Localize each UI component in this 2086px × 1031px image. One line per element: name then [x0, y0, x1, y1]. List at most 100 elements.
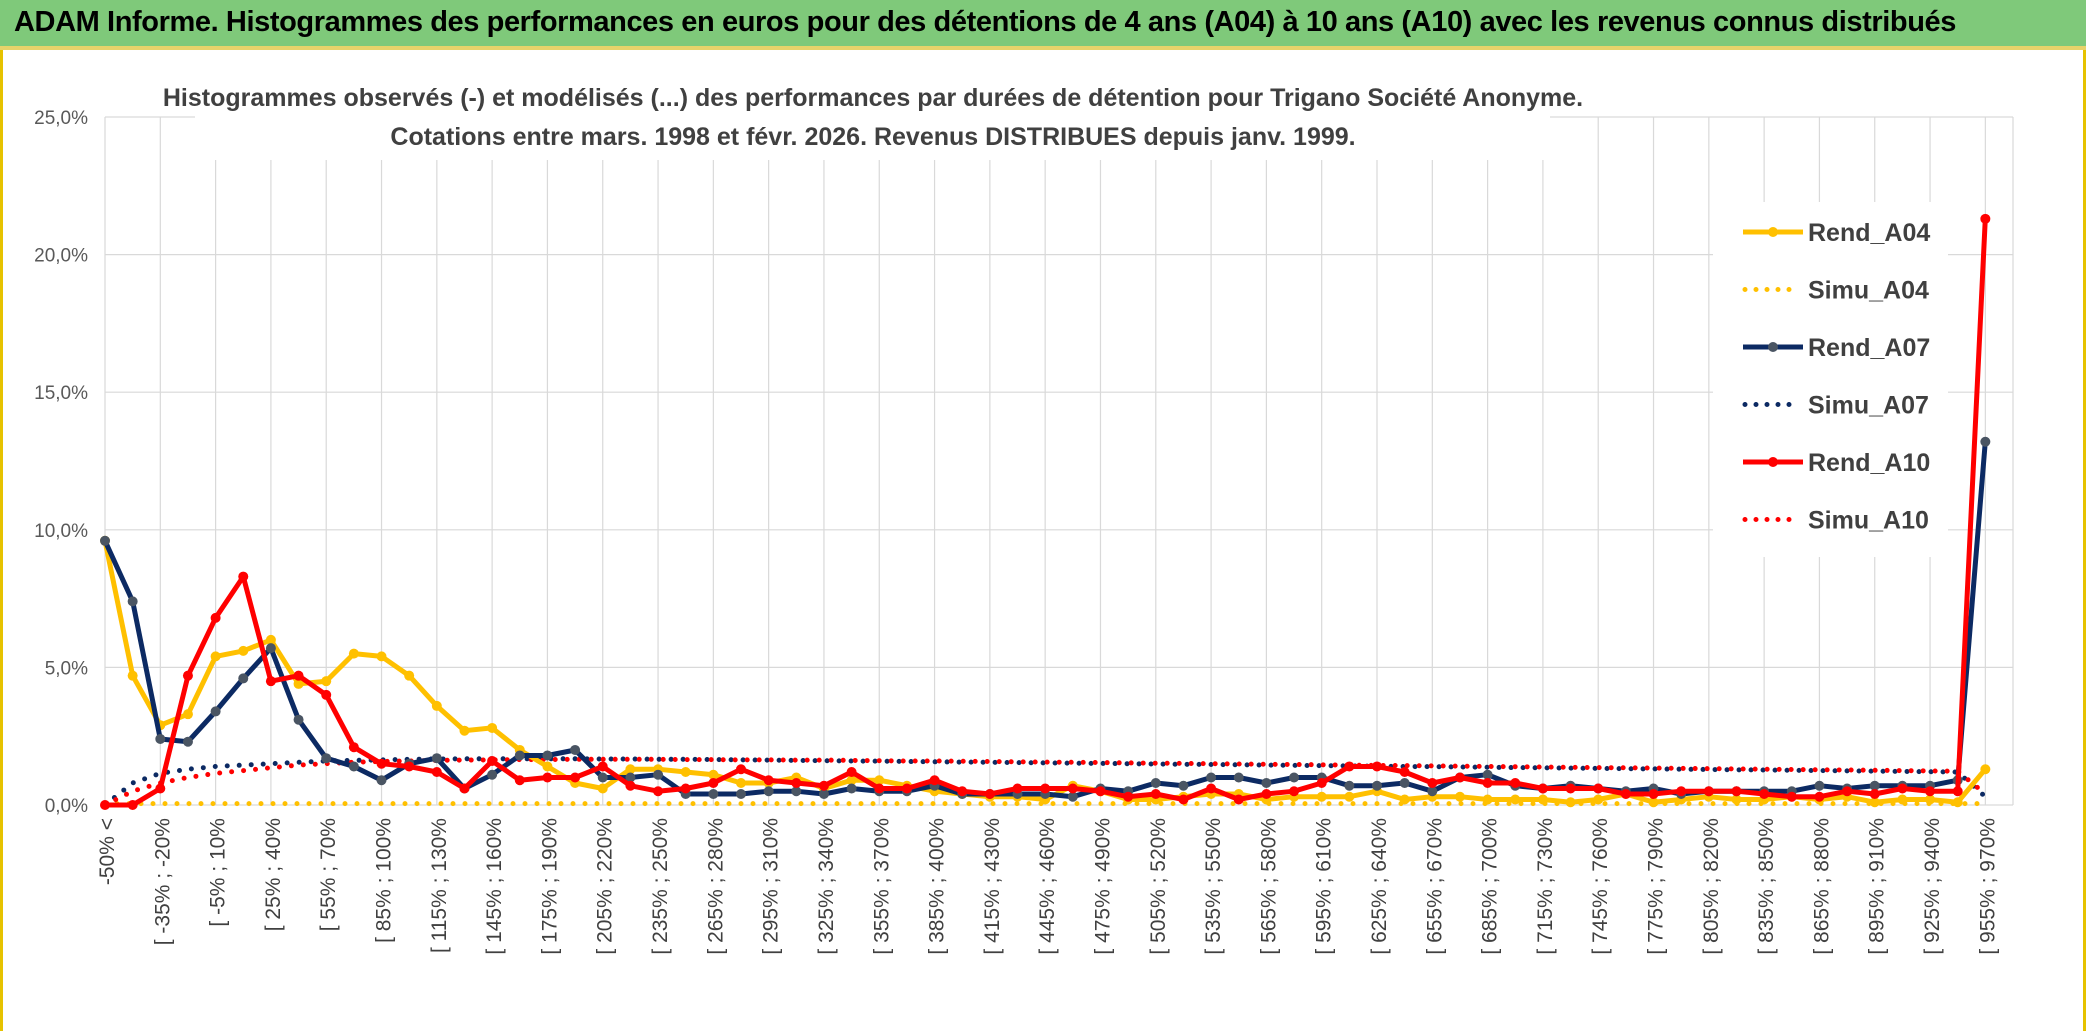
- data-point: [293, 714, 304, 725]
- data-point: [127, 596, 138, 607]
- data-point: [1261, 788, 1272, 799]
- data-point: [1897, 783, 1908, 794]
- data-point: [348, 648, 359, 659]
- data-point: [1482, 777, 1493, 788]
- data-point: [459, 725, 470, 736]
- x-tick-label: [ 55% ; 70%: [317, 818, 340, 931]
- data-point: [1399, 766, 1410, 777]
- data-point: [1344, 780, 1355, 791]
- data-point: [625, 764, 636, 775]
- data-point: [1206, 772, 1217, 783]
- data-point: [514, 775, 525, 786]
- data-point: [1233, 772, 1244, 783]
- banner-title: ADAM Informe. Histogrammes des performan…: [14, 6, 1956, 38]
- data-point: [459, 783, 470, 794]
- x-tick-label: [ 895% ; 910%: [1866, 818, 1889, 955]
- data-point: [1372, 780, 1382, 791]
- data-point: [763, 775, 774, 786]
- data-point: [1067, 791, 1078, 802]
- data-point: [321, 753, 332, 764]
- x-tick-label: [ 955% ; 970%: [1976, 818, 1999, 955]
- data-point: [127, 800, 138, 810]
- data-point: [653, 769, 664, 780]
- data-point: [1206, 783, 1217, 794]
- banner: ADAM Informe. Histogrammes des performan…: [0, 0, 2086, 50]
- data-point: [1731, 794, 1742, 805]
- data-point: [1814, 791, 1825, 802]
- data-point: [321, 689, 332, 700]
- data-point: [348, 742, 359, 753]
- x-tick-label: [ 865% ; 880%: [1810, 818, 1833, 955]
- chart-frame: [0, 50, 2086, 1031]
- x-tick-label: [ 565% ; 580%: [1257, 818, 1280, 955]
- x-tick-label: [ 445% ; 460%: [1036, 818, 1059, 955]
- x-tick-label: [ -5% ; 10%: [207, 818, 230, 927]
- data-point: [293, 670, 304, 681]
- data-point: [818, 788, 829, 799]
- legend-label: Rend_A07: [1808, 334, 1930, 362]
- data-point: [376, 775, 387, 786]
- data-point: [1925, 794, 1936, 805]
- data-point: [1952, 786, 1963, 797]
- data-point: [1427, 777, 1438, 788]
- data-point: [1150, 788, 1161, 799]
- chart-title-line2: Cotations entre mars. 1998 et févr. 2026…: [390, 123, 1355, 151]
- y-tick-label: 25,0%: [34, 108, 88, 129]
- data-point: [238, 645, 249, 656]
- data-point: [763, 786, 774, 797]
- series-line-simu_a10: [102, 756, 1988, 808]
- data-point: [1510, 794, 1521, 805]
- legend-background: [1713, 202, 1948, 557]
- data-point: [182, 670, 193, 681]
- x-tick-label: [ 655% ; 670%: [1423, 818, 1446, 955]
- y-axis: 0,0% 5,0% 10,0% 15,0% 20,0% 25,0%: [34, 108, 88, 817]
- x-tick-label: [ 25% ; 40%: [262, 818, 285, 931]
- data-point: [210, 651, 221, 662]
- data-point: [1123, 791, 1134, 802]
- data-point: [1980, 213, 1991, 224]
- data-point: [1067, 783, 1078, 794]
- data-point: [238, 571, 249, 582]
- x-axis: -50% < [ -35% ; -20% [ -5% ; 10% [ 25% ; 40…: [96, 818, 1999, 955]
- legend-label: Simu_A10: [1808, 507, 1929, 535]
- data-point: [1869, 788, 1880, 799]
- data-point: [1510, 777, 1521, 788]
- data-point: [1537, 794, 1548, 805]
- data-point: [182, 709, 193, 720]
- data-point: [210, 706, 221, 717]
- data-point: [874, 783, 885, 794]
- data-point: [1925, 786, 1936, 797]
- data-point: [653, 786, 664, 797]
- data-point: [680, 783, 691, 794]
- legend-marker: [1768, 457, 1778, 467]
- series-layer: [100, 213, 1991, 810]
- data-point: [100, 800, 110, 810]
- x-tick-label: [ 205% ; 220%: [594, 818, 617, 955]
- data-point: [1786, 791, 1797, 802]
- data-point: [1731, 786, 1742, 797]
- y-tick-label: 0,0%: [45, 796, 88, 817]
- data-point: [155, 733, 166, 744]
- data-point: [625, 780, 636, 791]
- data-point: [1869, 780, 1880, 791]
- data-point: [1593, 794, 1604, 805]
- data-point: [708, 777, 719, 788]
- x-tick-label: [ 295% ; 310%: [760, 818, 783, 955]
- y-tick-label: 5,0%: [45, 658, 88, 679]
- data-point: [1980, 436, 1991, 447]
- data-point: [542, 750, 553, 761]
- data-point: [1454, 791, 1465, 802]
- x-tick-label: [ 235% ; 250%: [649, 818, 672, 955]
- data-point: [736, 764, 746, 775]
- data-point: [404, 670, 415, 681]
- data-point: [1814, 780, 1825, 791]
- data-point: [542, 772, 553, 783]
- data-point: [846, 775, 857, 786]
- data-point: [210, 612, 221, 623]
- data-point: [680, 766, 691, 777]
- data-point: [1593, 783, 1604, 794]
- x-tick-label: [ 685% ; 700%: [1479, 818, 1502, 955]
- legend-label: Simu_A04: [1808, 277, 1929, 305]
- data-point: [487, 755, 498, 766]
- data-point: [376, 758, 387, 769]
